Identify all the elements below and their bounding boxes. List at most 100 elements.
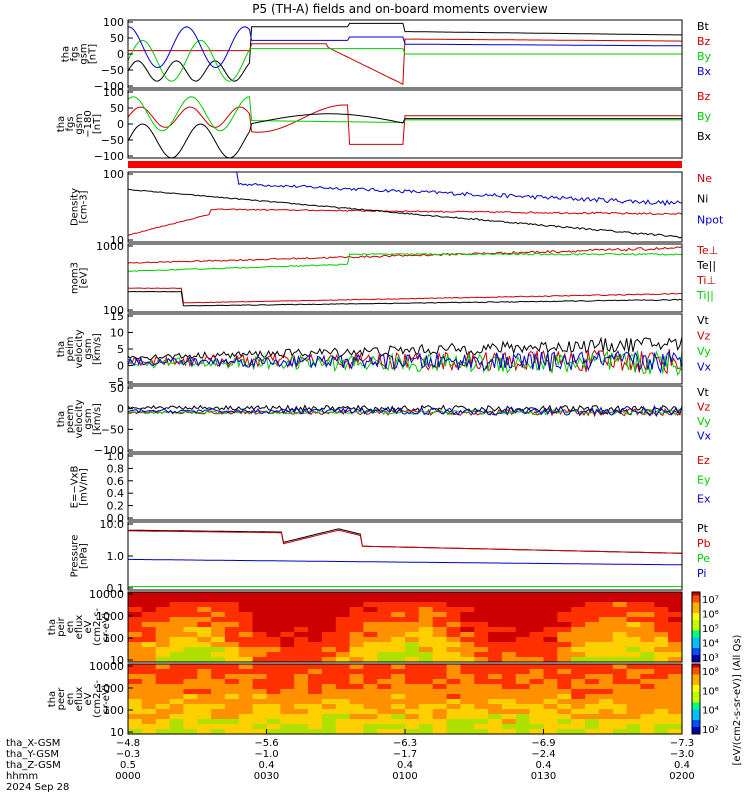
spectrogram-cell <box>488 652 503 658</box>
spectrogram-cell <box>363 597 378 603</box>
spectrogram-cell <box>128 729 143 735</box>
spectrogram-cell <box>321 602 337 608</box>
spectrogram-cell <box>474 597 489 603</box>
spectrogram-cell <box>280 679 295 685</box>
spectrogram-cell <box>626 664 642 670</box>
spectrogram-cell <box>585 724 600 730</box>
spectrogram-cell <box>280 602 295 608</box>
panel-frame <box>127 385 683 453</box>
spectrogram-cell <box>280 657 295 663</box>
spectrogram-cell <box>169 689 185 695</box>
y-tick-label: 100 <box>103 632 124 645</box>
spectrogram-cell <box>405 674 420 680</box>
spectrogram-cell <box>654 592 669 598</box>
y-tick-label: 0.4 <box>107 487 125 500</box>
spectrogram-cell <box>529 669 545 675</box>
spectrogram-cell <box>391 669 406 675</box>
spectrogram-cell <box>197 622 212 628</box>
spectrogram-cell <box>488 669 503 675</box>
spectrogram-cell <box>363 622 378 628</box>
spectrogram-cell <box>474 607 489 613</box>
spectrogram-cell <box>377 617 392 623</box>
y-tick-label: 10 <box>110 234 124 247</box>
colorbar-segment <box>692 655 700 659</box>
spectrogram-cell <box>446 607 462 613</box>
spectrogram-cell <box>571 642 586 648</box>
series-2 <box>127 252 683 272</box>
spectrogram-cell <box>155 719 171 725</box>
spectrogram-cell <box>612 694 628 700</box>
spectrogram-cell <box>377 679 392 685</box>
colorbar-segment <box>692 623 700 628</box>
spectrogram-cell <box>335 704 351 710</box>
spectrogram-cell <box>155 592 171 598</box>
spectrogram-cell <box>211 679 226 685</box>
colorbar-segment <box>692 609 700 614</box>
spectrogram-cell <box>654 679 669 685</box>
y-tick-label: 0.1 <box>107 582 125 595</box>
spectrogram-cell <box>474 657 489 663</box>
spectrogram-cell <box>349 724 365 730</box>
spectrogram-cell <box>460 622 475 628</box>
spectrogram-cell <box>238 657 254 663</box>
spectrogram-cell <box>418 724 434 730</box>
spectrogram-cell <box>460 627 475 633</box>
spectrogram-cell <box>155 669 171 675</box>
legend-label: Bz <box>697 35 711 48</box>
spectrogram-cell <box>460 602 475 608</box>
y-axis-label: peir <box>56 616 67 636</box>
spectrogram-cell <box>335 642 351 648</box>
spectrogram-cell <box>349 652 365 658</box>
spectrogram-cell <box>668 597 683 603</box>
colorbar-tick-label: 10² <box>702 725 719 736</box>
spectrogram-cell <box>668 709 683 715</box>
spectrogram-cell <box>141 627 157 633</box>
y-tick-label: 0 <box>117 118 124 131</box>
series-3 <box>128 558 682 566</box>
colorbar-segment <box>692 599 700 603</box>
spectrogram-cell <box>557 597 572 603</box>
spectrogram-cell <box>321 704 337 710</box>
spectrogram-cell <box>446 632 462 638</box>
spectrogram-cell <box>598 674 614 680</box>
spectrogram-cell <box>515 709 531 715</box>
spectrogram-cell <box>432 689 448 695</box>
spectrogram-cell <box>308 699 323 705</box>
spectrogram-cell <box>308 729 323 735</box>
spectrogram-cell <box>515 714 531 720</box>
spectrogram-cell <box>668 627 683 633</box>
spectrogram-cell <box>224 637 240 643</box>
spectrogram-cell <box>377 664 392 670</box>
spectrogram-cell <box>446 724 462 730</box>
x-row-label: tha_Z-GSM <box>6 760 61 771</box>
spectrogram-cell <box>308 652 323 658</box>
spectrogram-cell <box>197 679 212 685</box>
spectrogram-cell <box>335 694 351 700</box>
spectrogram-cell <box>474 637 489 643</box>
spectrogram-cell <box>557 689 572 695</box>
series-1 <box>127 246 683 264</box>
spectrogram-cell <box>294 699 309 705</box>
spectrogram-cell <box>141 679 157 685</box>
spectrogram-cell <box>197 694 212 700</box>
x-tick-label: 0100 <box>392 771 417 782</box>
spectrogram-cell <box>377 729 392 735</box>
spectrogram-cell <box>405 694 420 700</box>
spectrogram-cell <box>405 612 420 618</box>
spectrogram-cell <box>280 622 295 628</box>
spectrogram-cell <box>418 597 434 603</box>
spectrogram-cell <box>529 674 545 680</box>
spectrogram-cell <box>266 704 281 710</box>
colorbar-tick-label: 10⁷ <box>702 595 719 606</box>
legend-label: Vy <box>697 345 711 358</box>
spectrogram-cell <box>543 689 558 695</box>
spectrogram-cell <box>391 664 406 670</box>
spectrogram-cell <box>238 612 254 618</box>
spectrogram-cell <box>308 617 323 623</box>
spectrogram-cell <box>585 657 600 663</box>
spectrogram-cell <box>501 657 517 663</box>
spectrogram-cell <box>308 602 323 608</box>
legend-label: Ex <box>697 493 711 506</box>
spectrogram-cell <box>543 592 558 598</box>
y-axis-label: tha <box>56 341 67 357</box>
